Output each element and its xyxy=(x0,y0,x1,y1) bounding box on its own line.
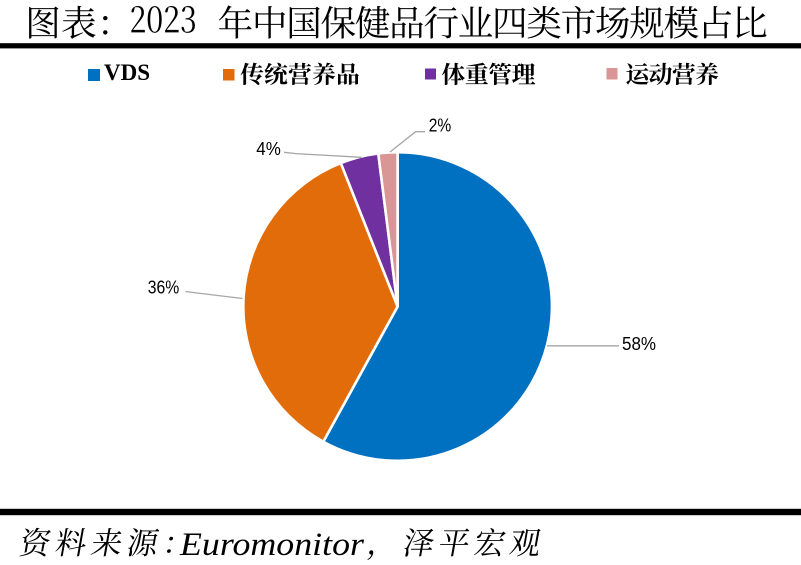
svg-text:VDS: VDS xyxy=(104,60,150,85)
svg-text:2%: 2% xyxy=(429,115,452,136)
svg-text:Euromonitor: Euromonitor xyxy=(179,527,364,563)
svg-text:36%: 36% xyxy=(148,276,180,297)
svg-text:4%: 4% xyxy=(256,138,281,159)
svg-text:58%: 58% xyxy=(622,333,656,354)
